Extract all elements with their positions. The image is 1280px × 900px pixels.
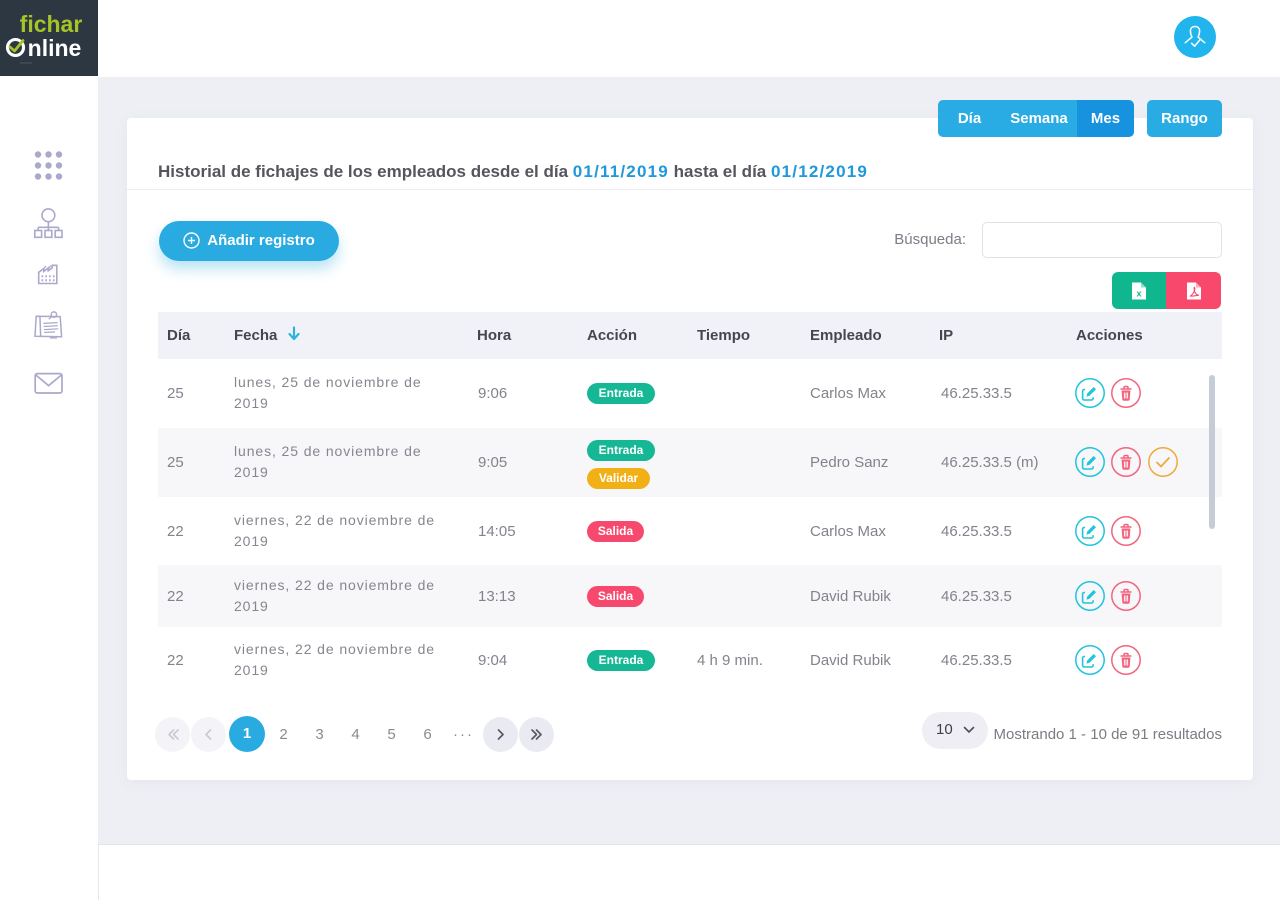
- svg-text:fichar: fichar: [20, 11, 83, 37]
- svg-text:nline: nline: [28, 35, 82, 61]
- svg-text:x: x: [1136, 288, 1141, 298]
